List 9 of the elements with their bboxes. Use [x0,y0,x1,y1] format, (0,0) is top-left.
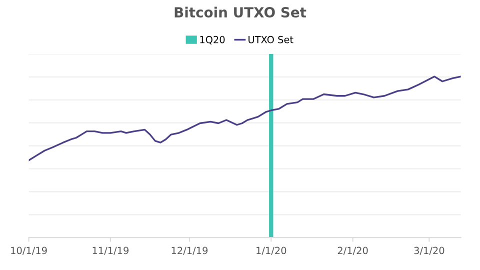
chart-title: Bitcoin UTXO Set [174,6,306,18]
legend-label: UTXO Set [248,36,294,44]
x-tick-label: 1/1/20 [256,246,286,255]
x-tick-label: 11/1/19 [92,246,129,255]
x-tick-label: 12/1/19 [172,246,208,255]
legend-label: 1Q20 [200,36,225,44]
x-tick-label: 3/1/20 [414,246,444,255]
x-tick-label: 10/1/19 [11,246,47,255]
x-tick-label: 2/1/20 [338,246,368,255]
